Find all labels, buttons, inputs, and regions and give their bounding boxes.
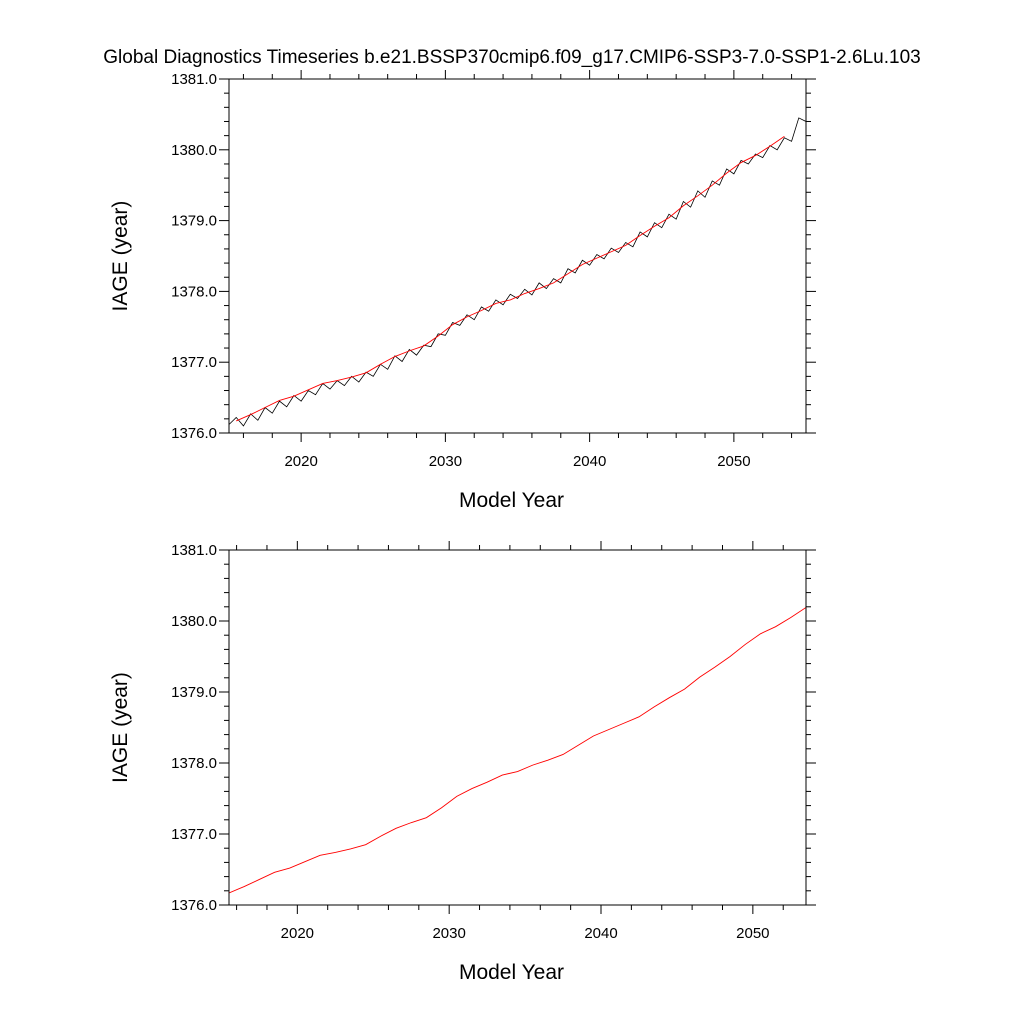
y-tick-label: 1379.0 <box>171 213 217 230</box>
x-tick-label: 2020 <box>281 925 314 942</box>
x-tick-label: 2040 <box>573 453 606 470</box>
y-tick-label: 1376.0 <box>171 425 217 442</box>
y-tick-label: 1380.0 <box>171 142 217 159</box>
y-tick-label: 1377.0 <box>171 826 217 843</box>
series-annual-line <box>236 135 785 422</box>
x-tick-label: 2030 <box>432 925 465 942</box>
series-monthly-line <box>229 117 806 427</box>
x-tick-label: 2050 <box>736 925 769 942</box>
x-tick-label: 2050 <box>717 453 750 470</box>
y-tick-label: 1379.0 <box>171 684 217 701</box>
x-tick-label: 2040 <box>584 925 617 942</box>
plot-frame <box>228 549 807 906</box>
y-tick-label: 1380.0 <box>171 613 217 630</box>
y-axis-label: IAGE (year) <box>109 201 132 312</box>
y-tick-label: 1381.0 <box>171 542 217 559</box>
plot-frame <box>228 78 807 434</box>
x-axis-label: Model Year <box>459 961 564 984</box>
y-tick-label: 1377.0 <box>171 354 217 371</box>
x-axis-label: Model Year <box>459 489 564 512</box>
y-tick-label: 1378.0 <box>171 755 217 772</box>
series-annual-line <box>229 607 806 894</box>
x-tick-label: 2020 <box>284 453 317 470</box>
chart-title: Global Diagnostics Timeseries b.e21.BSSP… <box>103 47 920 68</box>
x-tick-label: 2030 <box>429 453 462 470</box>
y-tick-label: 1381.0 <box>171 71 217 88</box>
top-panel: 2020 2030 2040 2050 1376.0 1377.0 1378.0 1379.0… <box>109 70 816 512</box>
y-tick-label: 1376.0 <box>171 897 217 914</box>
y-tick-label: 1378.0 <box>171 283 217 300</box>
y-axis-label: IAGE (year) <box>109 672 132 783</box>
bottom-panel: 2020 2030 2040 2050 1376.0 1377.0 1378.0 1379.0… <box>109 541 816 984</box>
